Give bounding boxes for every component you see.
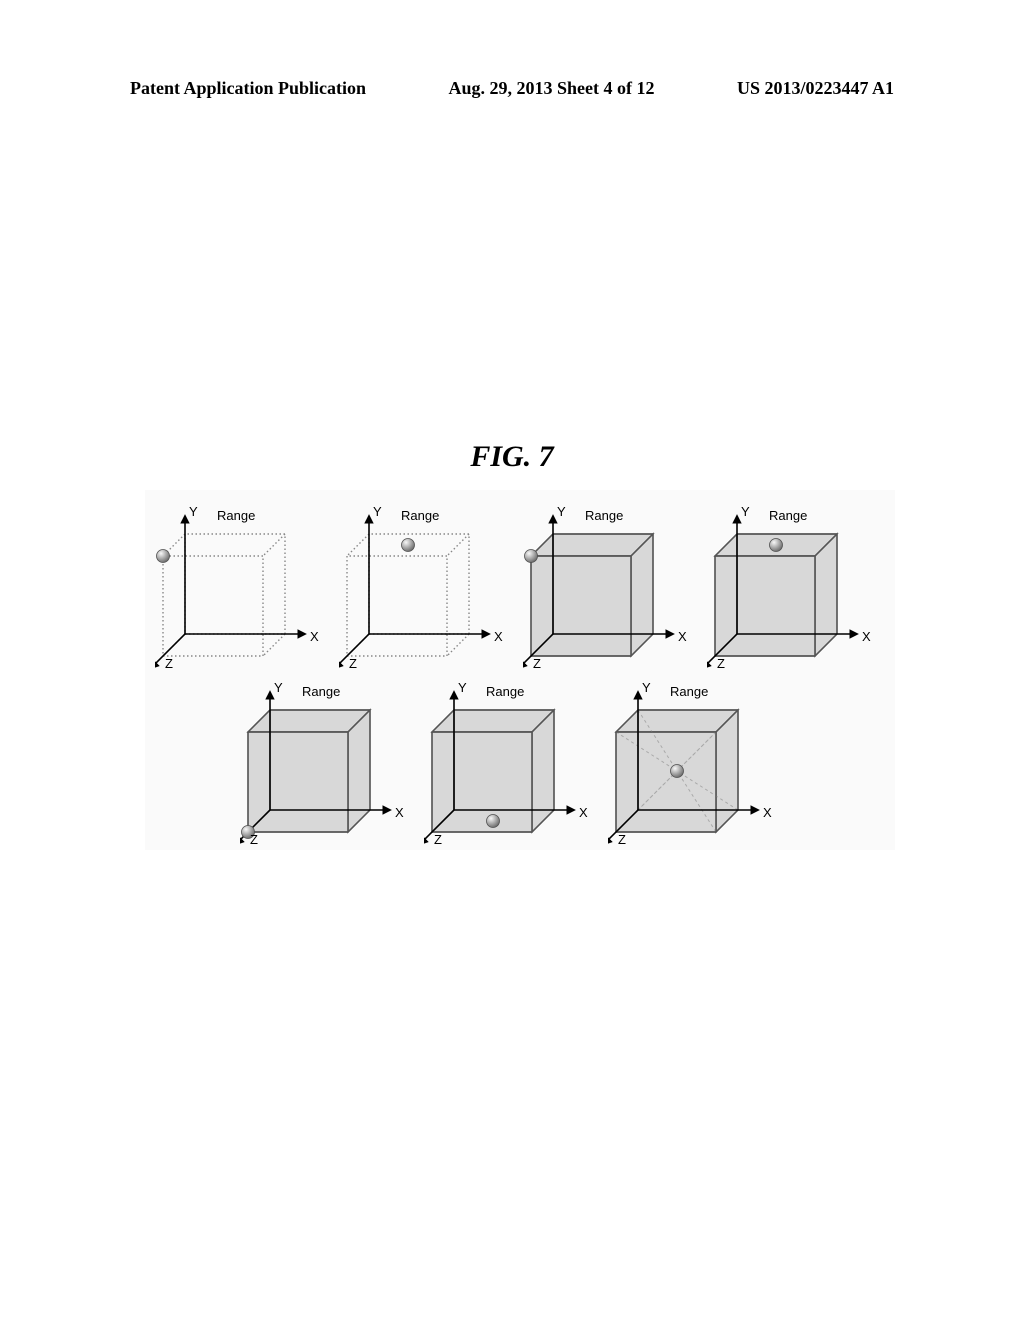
axis-label-z: Z — [165, 656, 173, 671]
cube-diagram — [424, 680, 594, 850]
range-label: Range — [585, 508, 623, 523]
axis-label-x: X — [678, 629, 687, 644]
cube-diagram — [240, 680, 410, 850]
axis-label-y: Y — [458, 680, 467, 695]
sphere-marker — [770, 539, 783, 552]
axis-label-y: Y — [373, 504, 382, 519]
sphere-marker — [525, 550, 538, 563]
figure-row-2: Y X Z Range Y X Z Range Y X Z Range — [240, 680, 990, 850]
axis-label-z: Z — [250, 832, 258, 847]
axis-label-z: Z — [349, 656, 357, 671]
sphere-marker — [402, 539, 415, 552]
header-center: Aug. 29, 2013 Sheet 4 of 12 — [449, 78, 655, 99]
range-label: Range — [670, 684, 708, 699]
axis-label-x: X — [763, 805, 772, 820]
cube-cell: Y X Z Range — [339, 504, 509, 674]
cube-diagram — [155, 504, 325, 674]
cube-cell: Y X Z Range — [523, 504, 693, 674]
cube-diagram — [523, 504, 693, 674]
axis-label-y: Y — [741, 504, 750, 519]
axis-label-y: Y — [274, 680, 283, 695]
range-label: Range — [486, 684, 524, 699]
axis-label-y: Y — [642, 680, 651, 695]
axis-label-x: X — [579, 805, 588, 820]
axis-label-y: Y — [557, 504, 566, 519]
axis-label-z: Z — [533, 656, 541, 671]
axis-label-z: Z — [618, 832, 626, 847]
cube-diagram — [707, 504, 877, 674]
range-label: Range — [302, 684, 340, 699]
cube-diagram — [339, 504, 509, 674]
axis-label-x: X — [310, 629, 319, 644]
figure-container: Y X Z Range Y X Z Range Y X Z Range Y X Z Range Y X Z Rang… — [145, 490, 895, 850]
figure-row-1: Y X Z Range Y X Z Range Y X Z Range Y X Z Range — [155, 504, 905, 674]
header-right: US 2013/0223447 A1 — [737, 78, 894, 99]
range-label: Range — [769, 508, 807, 523]
cube-diagram — [608, 680, 778, 850]
sphere-marker — [157, 550, 170, 563]
sphere-marker — [671, 765, 684, 778]
axis-label-y: Y — [189, 504, 198, 519]
axis-label-z: Z — [717, 656, 725, 671]
axis-label-x: X — [395, 805, 404, 820]
cube-cell: Y X Z Range — [608, 680, 778, 850]
cube-cell: Y X Z Range — [240, 680, 410, 850]
page-header: Patent Application Publication Aug. 29, … — [0, 78, 1024, 99]
axis-label-x: X — [494, 629, 503, 644]
range-label: Range — [401, 508, 439, 523]
range-label: Range — [217, 508, 255, 523]
cube-cell: Y X Z Range — [155, 504, 325, 674]
sphere-marker — [487, 815, 500, 828]
axis-label-x: X — [862, 629, 871, 644]
figure-title: FIG. 7 — [0, 440, 1024, 474]
axis-label-z: Z — [434, 832, 442, 847]
cube-cell: Y X Z Range — [424, 680, 594, 850]
cube-cell: Y X Z Range — [707, 504, 877, 674]
header-left: Patent Application Publication — [130, 78, 366, 99]
